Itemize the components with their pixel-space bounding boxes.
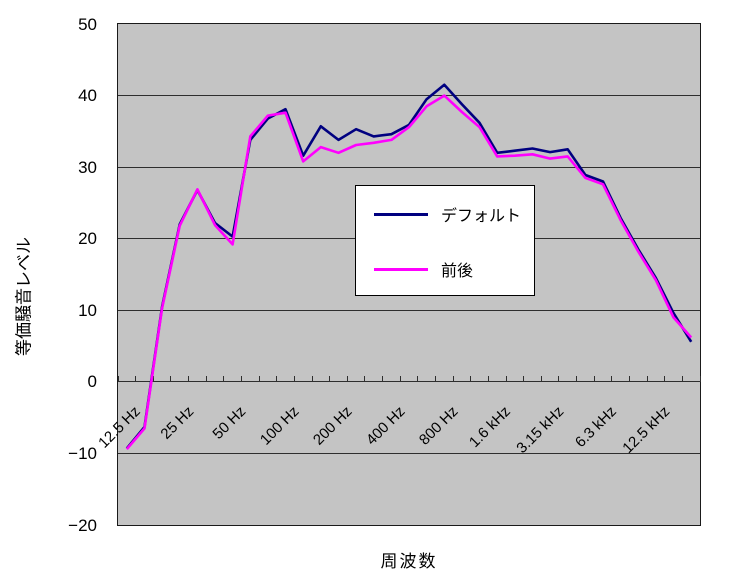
category-axis-tick xyxy=(311,376,313,383)
category-axis-tick xyxy=(646,376,648,383)
category-axis-tick xyxy=(417,376,419,383)
category-axis-tick xyxy=(434,376,436,383)
category-axis-tick xyxy=(364,376,366,383)
category-axis-tick xyxy=(540,376,542,383)
y-axis-tick-label-50: 50 xyxy=(78,14,97,34)
category-axis-tick xyxy=(576,376,578,383)
category-axis-tick xyxy=(293,376,295,383)
legend-entry-zengo: 前後 xyxy=(374,254,473,284)
y-axis-tick-label-20: 20 xyxy=(78,229,97,249)
gridline-y--10 xyxy=(118,452,700,454)
legend-line-sample-zengo xyxy=(374,267,428,271)
series-line-0-デフォルト xyxy=(125,83,693,450)
gridline-y-40 xyxy=(118,95,700,97)
category-axis-tick xyxy=(628,376,630,383)
category-axis-tick xyxy=(329,376,331,383)
category-axis-tick xyxy=(681,376,683,383)
category-axis-tick xyxy=(170,376,172,383)
category-axis-tick xyxy=(664,376,666,383)
legend: デフォルト 前後 xyxy=(355,185,535,296)
category-axis-tick xyxy=(523,376,525,383)
category-axis-tick xyxy=(135,376,137,383)
y-axis-tick-label-10: 10 xyxy=(78,300,97,320)
gridline-y-10 xyxy=(118,309,700,311)
y-axis-tick-label-0: 0 xyxy=(87,372,97,392)
category-axis-tick xyxy=(188,376,190,383)
category-axis-tick xyxy=(611,376,613,383)
y-axis-tick-label-30: 30 xyxy=(78,157,97,177)
category-axis-tick xyxy=(346,376,348,383)
legend-label-zengo: 前後 xyxy=(441,263,474,280)
category-axis-tick xyxy=(470,376,472,383)
category-axis-tick xyxy=(117,376,119,383)
category-axis-tick xyxy=(399,376,401,383)
category-axis-tick xyxy=(276,376,278,383)
category-axis-tick xyxy=(152,376,154,383)
category-axis-tick xyxy=(205,376,207,383)
x-axis-title: 周波数 xyxy=(380,552,438,571)
category-axis-tick xyxy=(382,376,384,383)
legend-entry-default: デフォルト xyxy=(374,199,521,229)
gridline-y-30 xyxy=(118,166,700,168)
series-line-1-前後 xyxy=(125,94,693,450)
category-axis-tick xyxy=(240,376,242,383)
series-layer xyxy=(125,83,693,450)
y-axis-tick-label-−20: −20 xyxy=(68,515,97,535)
category-axis-tick xyxy=(258,376,260,383)
legend-label-default: デフォルト xyxy=(441,208,522,225)
category-axis-tick xyxy=(487,376,489,383)
category-axis-tick xyxy=(452,376,454,383)
category-axis-tick xyxy=(505,376,507,383)
y-axis-tick-label-−10: −10 xyxy=(68,443,97,463)
gridline-y-0 xyxy=(118,381,700,383)
legend-line-sample-default xyxy=(374,212,428,216)
category-axis-tick xyxy=(223,376,225,383)
category-axis-tick xyxy=(558,376,560,383)
category-axis-tick xyxy=(699,376,701,383)
category-axis-tick xyxy=(593,376,595,383)
y-axis-tick-label-40: 40 xyxy=(78,86,97,106)
